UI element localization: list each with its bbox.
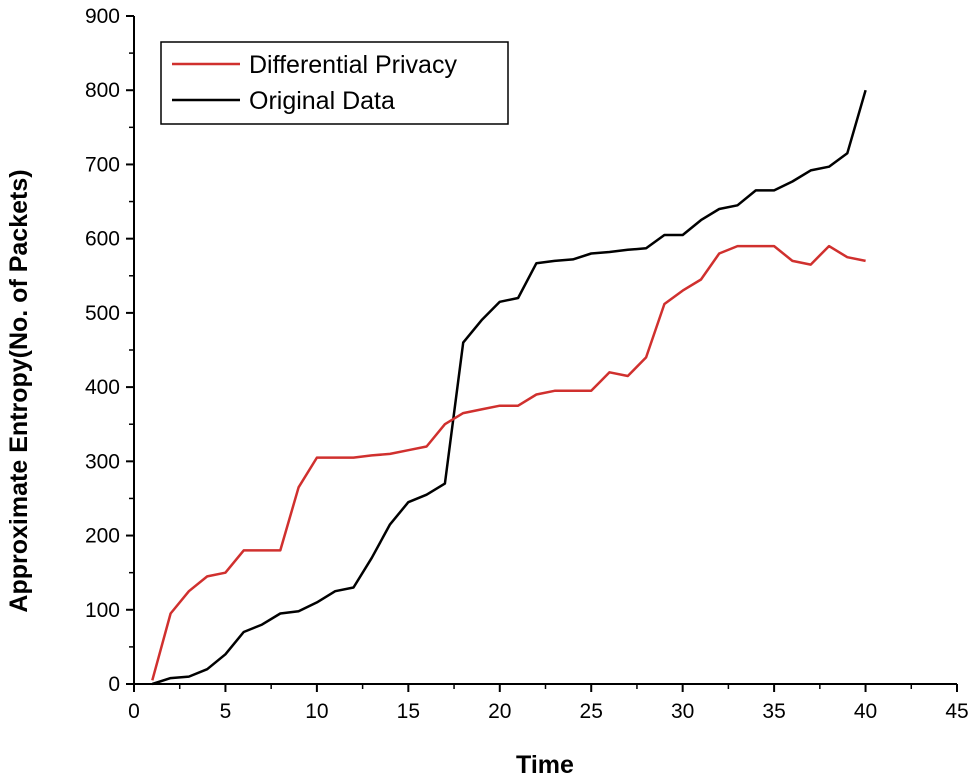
- series-line-original-data: [151, 89, 867, 686]
- x-tick-label: 5: [220, 700, 232, 723]
- y-axis-title: Approximate Entropy(No. of Packets): [5, 169, 33, 612]
- x-tick-label: 20: [488, 700, 511, 723]
- y-tick-label: 900: [85, 5, 120, 28]
- x-tick-label: 10: [305, 700, 328, 723]
- y-tick-label: 600: [85, 228, 120, 251]
- y-tick-label: 300: [85, 450, 120, 473]
- series-line-differential-privacy: [151, 244, 866, 681]
- x-tick-label: 30: [671, 700, 694, 723]
- y-tick-label: 700: [85, 153, 120, 176]
- legend: Differential Privacy Original Data: [160, 41, 509, 125]
- y-tick-label: 0: [108, 673, 120, 696]
- y-tick-label: 500: [85, 302, 120, 325]
- x-tick-label: 40: [854, 700, 877, 723]
- x-tick-label: 15: [397, 700, 420, 723]
- x-tick-label: 45: [945, 700, 968, 723]
- axes: 0 5 10 15 20 25 30 35 40 45 0 100 200 300 400 500 600 700…: [85, 5, 969, 723]
- y-tick-label: 200: [85, 525, 120, 548]
- series-layer: [151, 89, 867, 686]
- y-tick-label: 800: [85, 79, 120, 102]
- x-tick-label: 35: [762, 700, 785, 723]
- y-tick-label: 400: [85, 376, 120, 399]
- x-tick-label: 0: [128, 700, 140, 723]
- legend-label-differential-privacy: Differential Privacy: [249, 51, 457, 79]
- x-axis-title: Time: [516, 751, 574, 779]
- legend-box: [160, 41, 509, 125]
- y-tick-label: 100: [85, 599, 120, 622]
- legend-label-original-data: Original Data: [249, 87, 395, 115]
- x-tick-label: 25: [580, 700, 603, 723]
